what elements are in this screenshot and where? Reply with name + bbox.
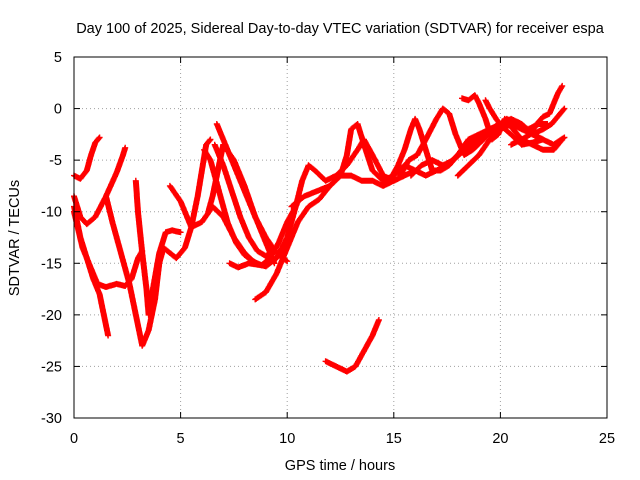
x-tick-label: 10 bbox=[279, 431, 295, 447]
data-series-arc-11 bbox=[213, 121, 291, 265]
data-series-arc-23 bbox=[529, 105, 568, 138]
data-markers bbox=[529, 105, 568, 138]
data-markers bbox=[508, 82, 566, 148]
y-axis: 5 0 -5 -10 -15 -20 -25 -30 bbox=[41, 50, 607, 427]
data-series-arc-24 bbox=[322, 317, 382, 375]
plot-frame bbox=[73, 56, 608, 419]
y-tick-label: -5 bbox=[49, 153, 62, 169]
data-markers bbox=[322, 317, 382, 375]
data-series-arc-6 bbox=[132, 177, 184, 318]
y-tick-label: -20 bbox=[41, 308, 62, 324]
data-markers bbox=[226, 255, 274, 271]
y-tick-label: 5 bbox=[54, 50, 62, 66]
data-markers bbox=[213, 121, 291, 265]
x-axis: 0 5 10 15 20 25 bbox=[70, 57, 615, 447]
x-tick-label: 0 bbox=[70, 431, 78, 447]
x-tick-label: 5 bbox=[177, 431, 185, 447]
chart-title: Day 100 of 2025, Sidereal Day-to-day VTE… bbox=[76, 21, 605, 37]
grid bbox=[74, 57, 607, 418]
y-axis-label: SDTVAR / TECUs bbox=[7, 180, 23, 296]
y-tick-label: -10 bbox=[41, 205, 62, 221]
y-tick-label: -25 bbox=[41, 359, 62, 375]
y-tick-label: -15 bbox=[41, 256, 62, 272]
data-series-arc-21 bbox=[482, 97, 568, 148]
data-series-arc-12 bbox=[226, 255, 274, 271]
data-markers bbox=[482, 97, 568, 148]
x-tick-label: 25 bbox=[599, 431, 615, 447]
y-tick-label: -30 bbox=[41, 411, 62, 427]
x-axis-label: GPS time / hours bbox=[285, 458, 395, 474]
x-tick-label: 15 bbox=[386, 431, 402, 447]
data-markers bbox=[132, 177, 184, 318]
x-tick-label: 20 bbox=[492, 431, 508, 447]
y-tick-label: 0 bbox=[54, 102, 62, 118]
data-series-arc-22 bbox=[508, 82, 566, 148]
